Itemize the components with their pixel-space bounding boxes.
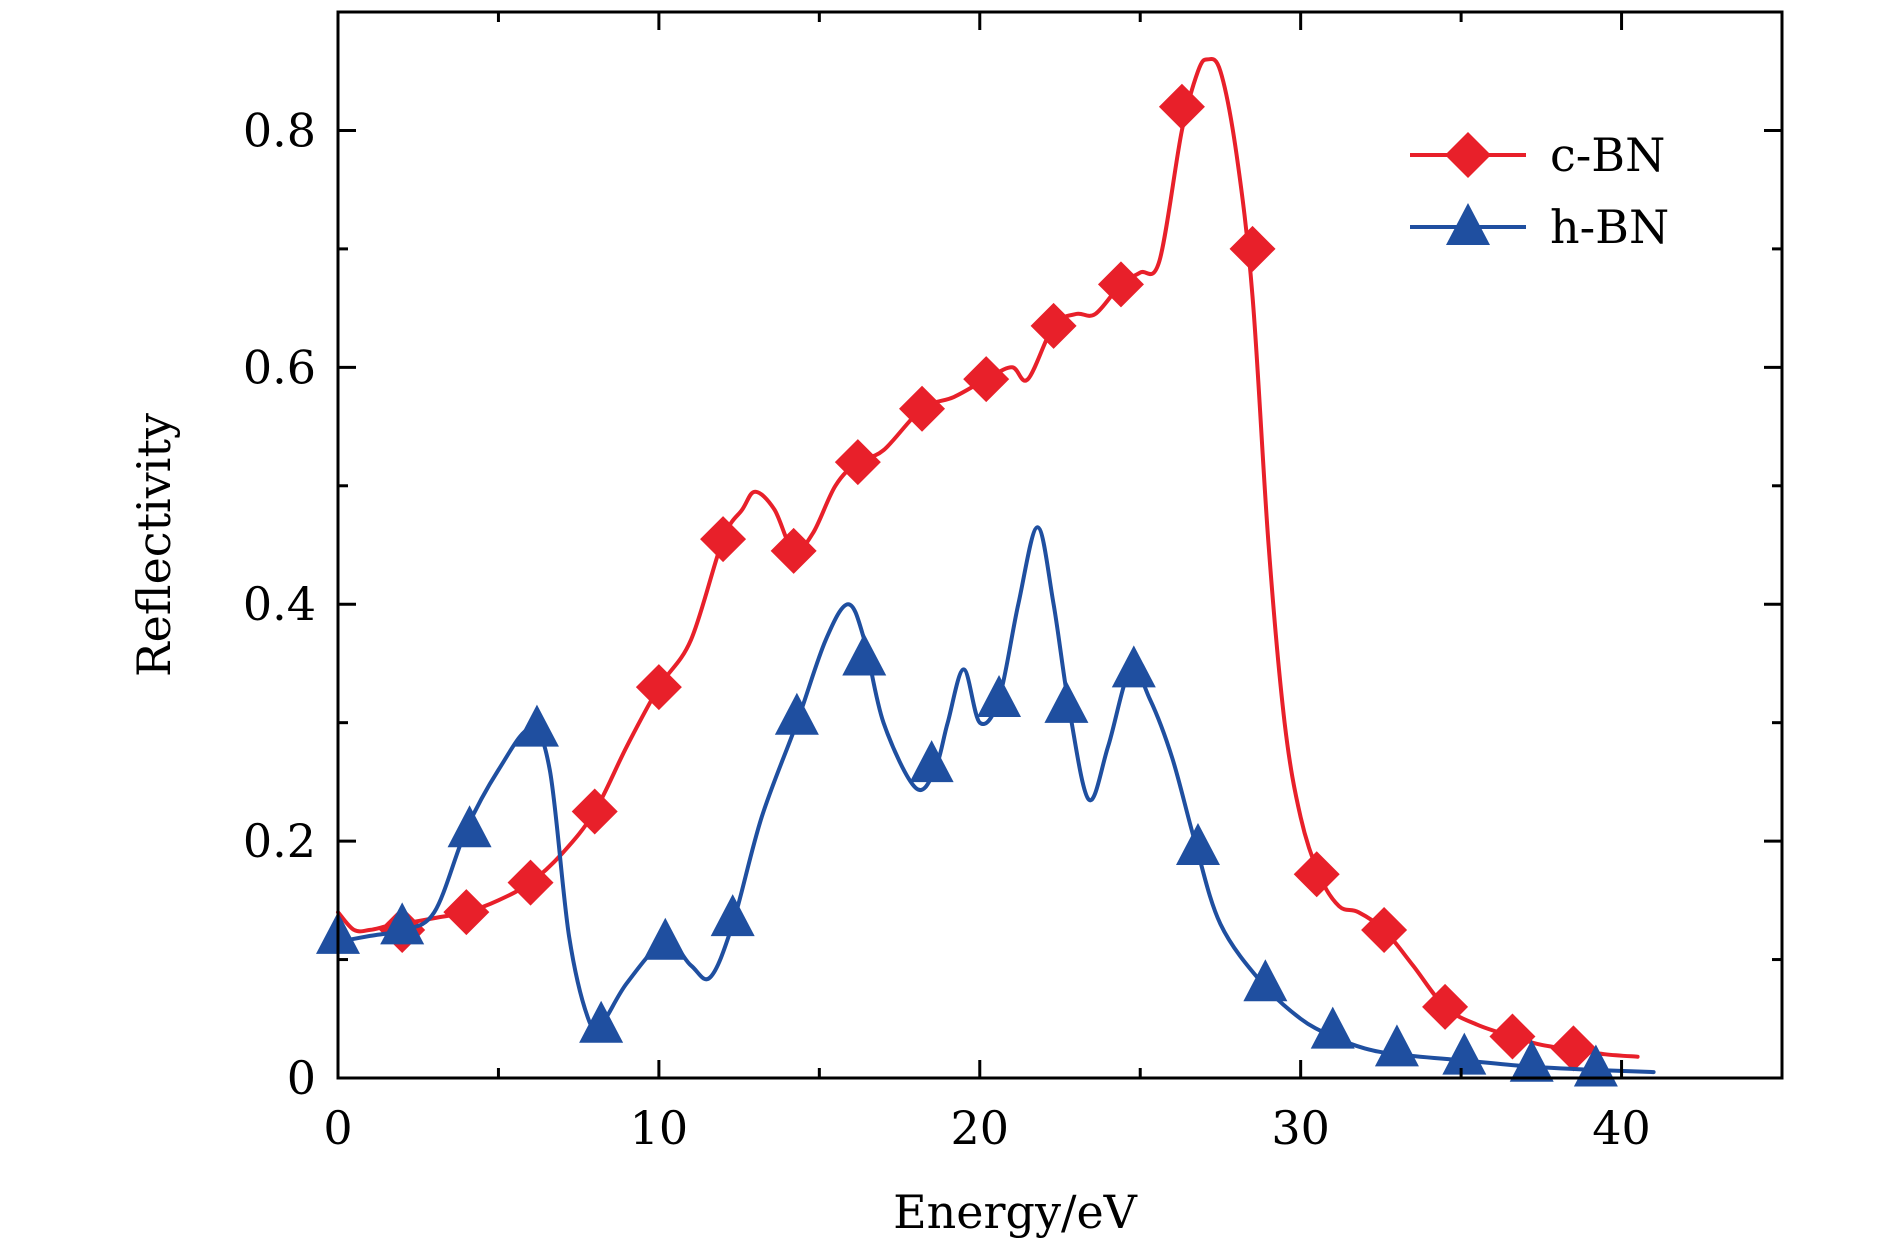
- x-tick-label: 0: [323, 1101, 352, 1155]
- data-point-h-bn: [514, 704, 559, 747]
- data-point-h-bn: [1111, 645, 1156, 688]
- legend-marker-h-bn: [1446, 203, 1490, 245]
- data-point-h-bn: [380, 902, 425, 945]
- data-point-h-bn: [1310, 1006, 1355, 1049]
- y-tick-label: 0.6: [243, 340, 316, 394]
- series-h-bn: [316, 525, 1656, 1087]
- legend-item-c-bn: c-BN: [1410, 128, 1665, 182]
- data-point-c-bn: [443, 889, 490, 936]
- data-point-c-bn: [1097, 261, 1144, 308]
- legend-marker-c-bn: [1445, 132, 1491, 178]
- legend-label-h-bn: h-BN: [1550, 200, 1669, 254]
- x-tick-label: 10: [630, 1101, 689, 1155]
- y-tick-label: 0.4: [243, 577, 316, 631]
- data-point-c-bn: [1422, 983, 1469, 1030]
- y-tick-label: 0.8: [243, 103, 316, 157]
- data-point-h-bn: [1442, 1032, 1487, 1075]
- x-tick-label: 20: [951, 1101, 1010, 1155]
- data-point-c-bn: [1030, 302, 1077, 349]
- data-point-c-bn: [834, 439, 881, 486]
- data-point-h-bn: [1374, 1024, 1419, 1067]
- plot-frame: [336, 10, 1784, 1080]
- data-point-c-bn: [1361, 906, 1408, 953]
- legend-item-h-bn: h-BN: [1410, 200, 1669, 254]
- data-point-h-bn: [1044, 680, 1089, 723]
- x-axis-title: Energy/eV: [893, 1185, 1138, 1239]
- data-point-h-bn: [909, 740, 954, 783]
- data-point-c-bn: [1293, 851, 1340, 898]
- legend-label-c-bn: c-BN: [1550, 128, 1665, 182]
- data-point-c-bn: [1489, 1013, 1536, 1060]
- x-tick-label: 30: [1271, 1101, 1330, 1155]
- y-axis-title: Reflectivity: [127, 413, 181, 677]
- y-tick-label: 0.2: [243, 814, 316, 868]
- data-point-c-bn: [899, 385, 946, 432]
- legend: c-BN h-BN: [1410, 128, 1669, 254]
- data-point-h-bn: [774, 692, 819, 735]
- y-tick-label: 0: [287, 1051, 316, 1105]
- data-point-c-bn: [963, 356, 1010, 403]
- data-point-h-bn: [1509, 1039, 1554, 1082]
- ticks-layer: 0 10 20 30 40 0 0.2 0.4 0.6 0.8: [243, 10, 1782, 1155]
- data-point-c-bn: [571, 788, 618, 835]
- data-point-c-bn: [635, 664, 682, 711]
- data-point-h-bn: [1175, 823, 1220, 866]
- series-layer: [316, 56, 1656, 1087]
- data-point-h-bn: [710, 894, 755, 937]
- data-point-h-bn: [842, 633, 887, 676]
- series-line-c-bn: [336, 56, 1640, 1059]
- data-point-h-bn: [579, 1000, 624, 1043]
- data-point-c-bn: [507, 859, 554, 906]
- series-c-bn: [336, 56, 1640, 1072]
- data-point-h-bn: [1573, 1044, 1618, 1087]
- data-point-h-bn: [977, 674, 1022, 717]
- x-tick-label: 40: [1592, 1101, 1651, 1155]
- data-point-h-bn: [643, 917, 688, 960]
- data-point-h-bn: [1243, 959, 1288, 1002]
- data-point-c-bn: [1229, 225, 1276, 272]
- data-point-c-bn: [770, 527, 817, 574]
- data-point-h-bn: [447, 805, 492, 848]
- data-point-c-bn: [1158, 83, 1205, 130]
- data-point-c-bn: [700, 516, 747, 563]
- data-point-c-bn: [1550, 1025, 1597, 1072]
- series-line-h-bn: [336, 525, 1656, 1075]
